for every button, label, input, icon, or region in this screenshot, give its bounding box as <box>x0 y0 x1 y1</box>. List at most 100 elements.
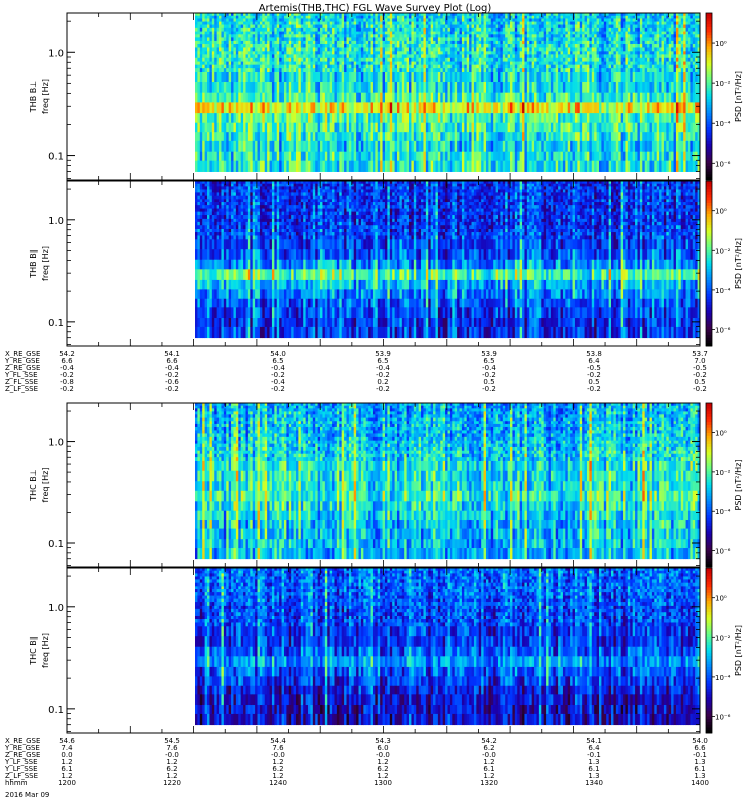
spectrogram-cell <box>616 37 619 41</box>
spectrogram-cell <box>580 51 583 55</box>
spectrogram-cell <box>296 82 299 93</box>
spectrogram-cell <box>452 25 455 29</box>
spectrogram-cell <box>505 72 508 82</box>
spectrogram-cell <box>450 47 453 51</box>
spectrogram-cell <box>529 54 532 58</box>
spectrogram-cell <box>426 51 429 55</box>
spectrogram-cell <box>500 41 503 45</box>
spectrogram-cell <box>308 37 311 41</box>
spectrogram-cell <box>438 122 441 132</box>
spectrogram-cell <box>363 41 366 45</box>
spectrogram-cell <box>503 160 506 172</box>
spectrogram-cell <box>594 16 597 19</box>
spectrogram-cell <box>421 31 424 35</box>
spectrogram-cell <box>498 61 501 65</box>
spectrogram-cell <box>322 51 325 55</box>
spectrogram-cell <box>385 51 388 55</box>
spectrogram-cell <box>205 58 208 62</box>
spectrogram-cell <box>366 82 369 93</box>
spectrogram-cell <box>621 28 624 32</box>
spectrogram-cell <box>248 113 251 123</box>
spectrogram-cell <box>505 44 508 48</box>
spectrogram-cell <box>363 92 366 102</box>
spectrogram-cell <box>270 102 273 113</box>
spectrogram-cell <box>265 25 268 29</box>
spectrogram-cell <box>476 58 479 62</box>
spectrogram-cell <box>236 61 239 65</box>
spectrogram-cell <box>238 82 241 93</box>
spectrogram-cell <box>474 28 477 32</box>
spectrogram-cell <box>493 92 496 102</box>
spectrogram-cell <box>460 31 463 35</box>
spectrogram-cell <box>322 140 325 151</box>
spectrogram-cell <box>200 61 203 65</box>
spectrogram-cell <box>284 16 287 19</box>
spectrogram-cell <box>606 92 609 102</box>
spectrogram-cell <box>534 102 537 113</box>
spectrogram-cell <box>407 113 410 123</box>
spectrogram-cell <box>236 54 239 58</box>
spectrogram-cell <box>366 113 369 123</box>
spectrogram-cell <box>522 54 525 58</box>
spectrogram-cell <box>380 47 383 51</box>
spectrogram-cell <box>597 25 600 29</box>
spectrogram-cell <box>231 122 234 132</box>
spectrogram-cell <box>472 44 475 48</box>
spectrogram-cell <box>272 140 275 151</box>
spectrogram-cell <box>541 140 544 151</box>
spectrogram-cell <box>356 92 359 102</box>
spectrogram-cell <box>428 65 431 69</box>
spectrogram-cell <box>464 28 467 32</box>
spectrogram-cell <box>226 25 229 29</box>
spectrogram-cell <box>474 82 477 93</box>
spectrogram-cell <box>568 51 571 55</box>
spectrogram-cell <box>231 47 234 51</box>
spectrogram-cell <box>435 132 438 141</box>
spectrogram-cell <box>419 25 422 29</box>
spectrogram-cell <box>421 113 424 123</box>
spectrogram-cell <box>582 16 585 19</box>
spectrogram-cell <box>604 140 607 151</box>
spectrogram-cell <box>373 160 376 172</box>
spectrogram-cell <box>611 21 614 25</box>
spectrogram-cell <box>476 140 479 151</box>
spectrogram-cell <box>411 41 414 45</box>
spectrogram-cell <box>383 44 386 48</box>
spectrogram-cell <box>231 151 234 160</box>
spectrogram-cell <box>217 113 220 123</box>
spectrogram-cell <box>296 65 299 69</box>
spectrogram-cell <box>534 41 537 45</box>
spectrogram-cell <box>397 18 400 21</box>
spectrogram-cell <box>267 72 270 82</box>
spectrogram-cell <box>260 122 263 132</box>
spectrogram-cell <box>536 113 539 123</box>
spectrogram-cell <box>349 41 352 45</box>
spectrogram-cell <box>592 140 595 151</box>
spectrogram-cell <box>594 113 597 123</box>
spectrogram-cell <box>599 113 602 123</box>
spectrogram-cell <box>541 54 544 58</box>
spectrogram-cell <box>549 25 552 29</box>
spectrogram-cell <box>426 34 429 38</box>
spectrogram-cell <box>551 132 554 141</box>
spectrogram-cell <box>363 51 366 55</box>
spectrogram-cell <box>282 47 285 51</box>
spectrogram-cell <box>561 58 564 62</box>
spectrogram-cell <box>322 151 325 160</box>
spectrogram-cell <box>219 54 222 58</box>
spectrogram-cell <box>260 34 263 38</box>
spectrogram-cell <box>380 61 383 65</box>
spectrogram-cell <box>354 54 357 58</box>
spectrogram-cell <box>327 41 330 45</box>
spectrogram-cell <box>585 44 588 48</box>
spectrogram-cell <box>613 160 616 172</box>
spectrogram-cell <box>558 132 561 141</box>
spectrogram-cell <box>224 37 227 41</box>
spectrogram-cell <box>604 122 607 132</box>
spectrogram-cell <box>359 72 362 82</box>
spectrogram-cell <box>611 41 614 45</box>
spectrogram-cell <box>373 41 376 45</box>
spectrogram-cell <box>498 47 501 51</box>
spectrogram-cell <box>325 41 328 45</box>
spectrogram-cell <box>258 37 261 41</box>
